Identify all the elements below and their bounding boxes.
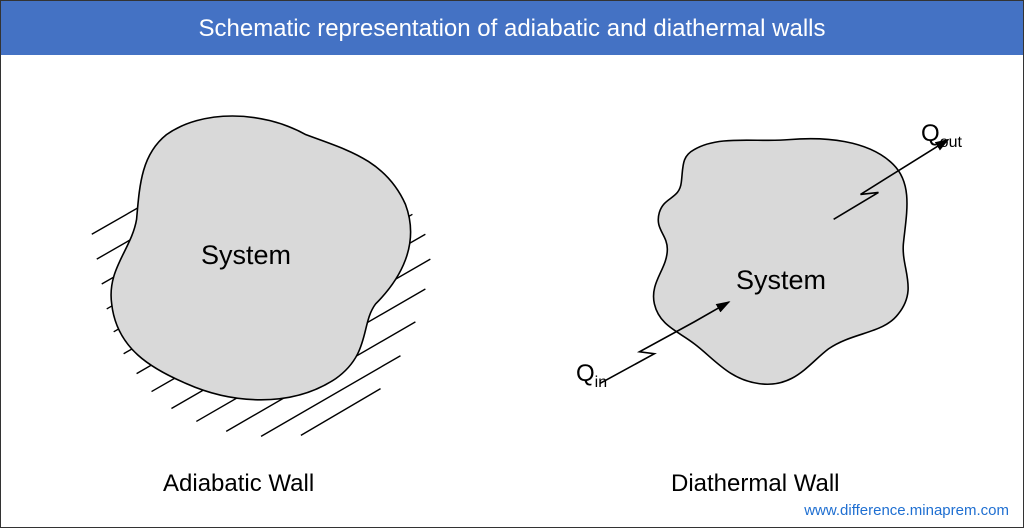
diathermal-blob [654,139,909,385]
footer-link[interactable]: www.difference.minaprem.com [804,502,1009,519]
caption-diathermal: Diathermal Wall [671,470,839,498]
footer-link-text: www.difference.minaprem.com [804,502,1009,519]
diathermal-group [600,139,949,385]
q-in-symbol: Q [576,360,595,387]
q-out-sub: out [940,134,962,151]
q-out-label: Qout [921,120,962,152]
diagram-area: System System Adiabatic Wall Diathermal … [1,55,1023,527]
title-bar: Schematic representation of adiabatic an… [1,1,1023,55]
page-title: Schematic representation of adiabatic an… [198,15,825,42]
left-system-label: System [201,240,291,271]
schematic-svg [1,55,1023,527]
adiabatic-group [92,116,431,436]
q-out-symbol: Q [921,120,940,147]
q-in-sub: in [595,374,607,391]
right-system-label: System [736,265,826,296]
q-in-label: Qin [576,360,607,392]
caption-adiabatic: Adiabatic Wall [163,470,314,498]
